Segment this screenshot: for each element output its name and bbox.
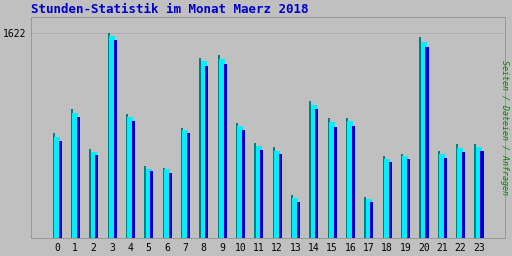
Bar	[462, 152, 465, 238]
Bar	[261, 150, 264, 238]
Bar	[145, 169, 152, 238]
Bar	[169, 173, 172, 238]
Bar	[127, 117, 133, 238]
Bar	[366, 199, 372, 238]
Bar	[352, 126, 355, 238]
Bar	[389, 162, 392, 238]
Bar	[328, 118, 330, 238]
Bar	[383, 156, 385, 238]
Bar	[224, 64, 227, 238]
Bar	[95, 155, 98, 238]
Bar	[407, 159, 410, 238]
Bar	[187, 133, 190, 238]
Bar	[329, 122, 335, 238]
Bar	[71, 109, 73, 238]
Bar	[90, 149, 91, 238]
Bar	[59, 141, 62, 238]
Bar	[438, 151, 440, 238]
Text: Stunden-Statistik im Monat Maerz 2018: Stunden-Statistik im Monat Maerz 2018	[31, 3, 309, 16]
Bar	[181, 128, 183, 238]
Y-axis label: Seiten / Dateien / Anfragen: Seiten / Dateien / Anfragen	[500, 60, 509, 195]
Bar	[218, 55, 220, 238]
Bar	[163, 168, 165, 238]
Bar	[421, 42, 426, 238]
Bar	[236, 123, 238, 238]
Bar	[255, 146, 262, 238]
Bar	[334, 126, 337, 238]
Bar	[274, 151, 280, 238]
Bar	[201, 61, 207, 238]
Bar	[292, 198, 298, 238]
Bar	[254, 143, 257, 238]
Bar	[72, 113, 78, 238]
Bar	[439, 154, 445, 238]
Bar	[315, 109, 318, 238]
Bar	[237, 126, 243, 238]
Bar	[309, 101, 311, 238]
Bar	[182, 130, 188, 238]
Bar	[53, 133, 55, 238]
Bar	[114, 40, 117, 238]
Bar	[205, 67, 208, 238]
Bar	[311, 105, 317, 238]
Bar	[425, 47, 429, 238]
Bar	[219, 59, 225, 238]
Bar	[273, 147, 274, 238]
Bar	[476, 147, 482, 238]
Bar	[365, 197, 367, 238]
Bar	[77, 117, 80, 238]
Bar	[444, 158, 447, 238]
Bar	[132, 121, 135, 238]
Bar	[457, 148, 463, 238]
Bar	[347, 121, 353, 238]
Bar	[54, 137, 60, 238]
Bar	[109, 36, 115, 238]
Bar	[401, 154, 403, 238]
Bar	[402, 156, 409, 238]
Bar	[346, 118, 348, 238]
Bar	[480, 151, 483, 238]
Bar	[384, 159, 390, 238]
Bar	[91, 152, 97, 238]
Bar	[279, 154, 282, 238]
Bar	[199, 58, 201, 238]
Bar	[108, 33, 110, 238]
Bar	[164, 169, 170, 238]
Bar	[291, 195, 293, 238]
Bar	[151, 171, 154, 238]
Bar	[371, 202, 373, 238]
Bar	[144, 166, 146, 238]
Bar	[475, 144, 476, 238]
Bar	[456, 144, 458, 238]
Bar	[242, 130, 245, 238]
Bar	[297, 202, 300, 238]
Bar	[419, 37, 421, 238]
Bar	[126, 114, 128, 238]
